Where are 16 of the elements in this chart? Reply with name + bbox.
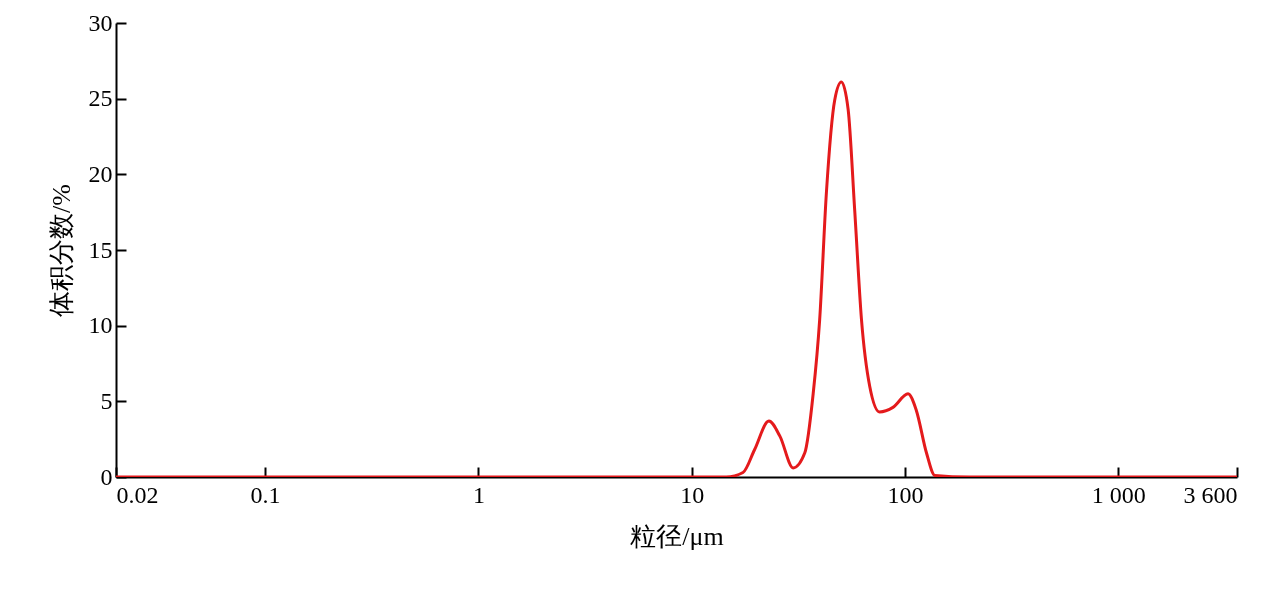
x-tick-label: 100 [887, 481, 924, 508]
x-tick-label: 3 600 [1183, 481, 1238, 508]
x-tick-label: 10 [680, 481, 705, 508]
x-tick-label: 0.02 [116, 481, 159, 508]
y-axis-title: 体积分数/% [46, 184, 76, 317]
x-tick-label: 1 000 [1091, 481, 1146, 508]
y-tick-label: 25 [88, 85, 113, 112]
x-tick-label: 1 [472, 481, 485, 508]
y-tick-label: 15 [88, 236, 113, 263]
x-tick-label: 0.1 [250, 481, 281, 508]
y-tick-label: 5 [100, 387, 113, 414]
x-axis-title: 粒径/μm [630, 521, 724, 551]
y-tick-label: 20 [88, 160, 113, 187]
y-tick-label: 0 [100, 463, 113, 490]
y-tick-label: 10 [88, 312, 113, 339]
y-tick-label: 30 [88, 9, 113, 36]
